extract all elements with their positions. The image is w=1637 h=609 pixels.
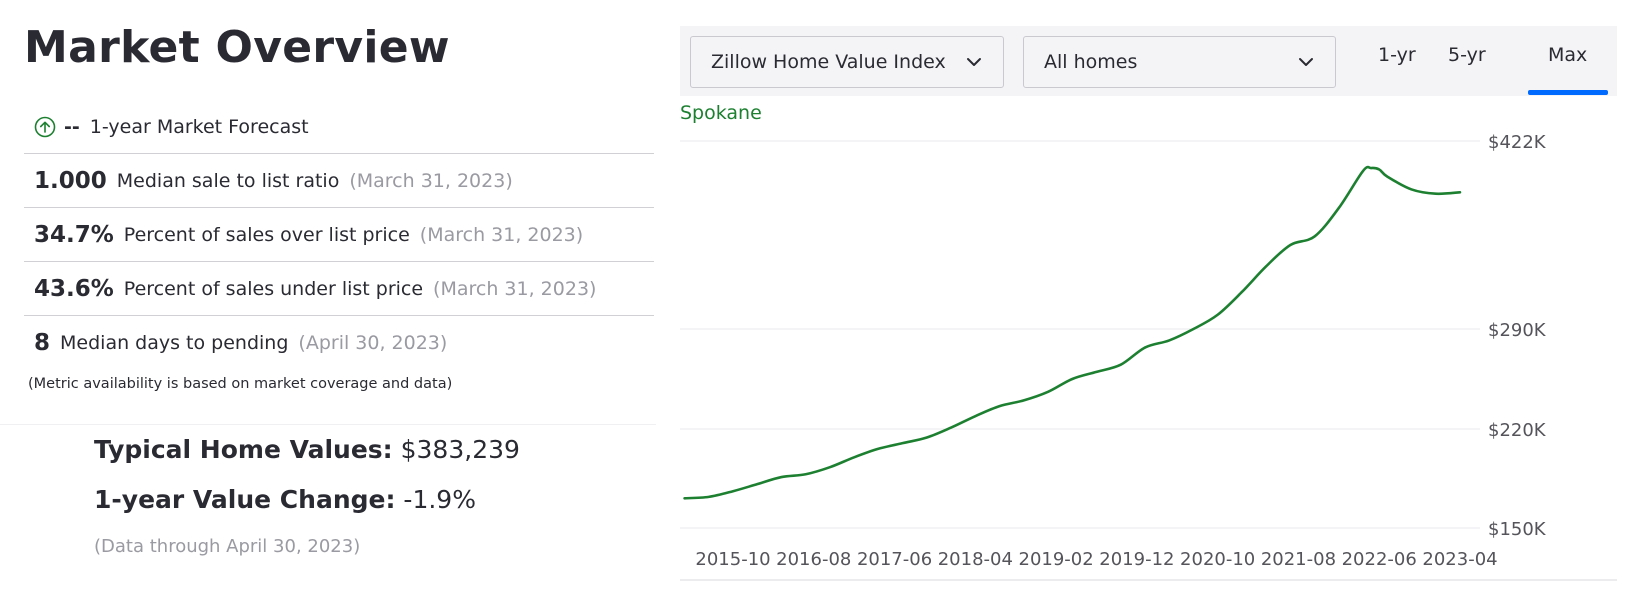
metric-date: (March 31, 2023)	[433, 277, 597, 300]
y-tick-label: $422K	[1488, 132, 1547, 153]
x-tick-label: 2023-04	[1422, 549, 1497, 570]
metric-availability-note: (Metric availability is based on market …	[28, 376, 453, 392]
chart-panel: Zillow Home Value Index All homes 1-yr 5…	[680, 26, 1637, 609]
legend-label: Spokane	[680, 102, 762, 124]
chevron-down-icon	[1297, 53, 1315, 76]
data-through-note: (Data through April 30, 2023)	[94, 536, 361, 557]
value-change-label: 1-year Value Change:	[94, 485, 396, 514]
range-tab-5yr[interactable]: 5-yr	[1448, 44, 1486, 66]
value-change-amount: -1.9%	[403, 485, 476, 514]
metric-row: 34.7% Percent of sales over list price (…	[24, 208, 654, 262]
arrow-up-circle-icon	[34, 116, 56, 138]
metric-date: (April 30, 2023)	[298, 331, 448, 354]
x-tick-label: 2021-08	[1261, 549, 1336, 570]
range-tab-max[interactable]: Max	[1548, 44, 1588, 66]
chevron-down-icon	[965, 53, 983, 76]
home-type-select[interactable]: All homes	[1023, 36, 1336, 88]
x-tick-label: 2015-10	[695, 549, 770, 570]
home-type-select-value: All homes	[1044, 51, 1138, 73]
metric-date: (March 31, 2023)	[419, 223, 584, 246]
metric-date: (March 31, 2023)	[349, 169, 513, 192]
typical-home-value: Typical Home Values: $383,239	[94, 432, 520, 482]
section-divider	[0, 424, 656, 425]
metric-label: Percent of sales under list price	[123, 277, 424, 300]
y-tick-label: $290K	[1488, 320, 1547, 341]
series-line-spokane	[683, 165, 1462, 500]
index-select-value: Zillow Home Value Index	[711, 51, 946, 73]
y-tick-label: $150K	[1488, 519, 1547, 540]
metric-row: 43.6% Percent of sales under list price …	[24, 262, 654, 316]
active-range-indicator	[1528, 90, 1608, 95]
chart-toolbar: Zillow Home Value Index All homes 1-yr 5…	[680, 26, 1617, 96]
metrics-list: -- 1-year Market Forecast 1.000 Median s…	[24, 100, 654, 369]
x-tick-label: 2016-08	[776, 549, 851, 570]
page-title: Market Overview	[24, 22, 450, 73]
metric-label: Median days to pending	[60, 331, 289, 354]
value-change: 1-year Value Change: -1.9%	[94, 482, 520, 532]
metric-row: 1.000 Median sale to list ratio (March 3…	[24, 154, 654, 208]
metric-label: Percent of sales over list price	[123, 223, 410, 246]
forecast-label: 1-year Market Forecast	[89, 115, 309, 138]
index-select[interactable]: Zillow Home Value Index	[690, 36, 1004, 88]
forecast-value: --	[64, 115, 80, 138]
forecast-row: -- 1-year Market Forecast	[24, 100, 654, 154]
metric-value: 34.7%	[34, 221, 114, 248]
y-tick-label: $220K	[1488, 420, 1547, 441]
typical-home-value-label: Typical Home Values:	[94, 435, 393, 464]
metric-value: 43.6%	[34, 275, 114, 302]
x-tick-label: 2018-04	[938, 549, 1013, 570]
metric-value: 8	[34, 329, 51, 356]
x-tick-label: 2019-12	[1099, 549, 1174, 570]
home-value-chart: $422K $290K $220K $150K 2015-10 2016-08 2017-0…	[680, 102, 1617, 581]
metric-label: Median sale to list ratio	[116, 169, 340, 192]
home-value-summary: Typical Home Values: $383,239 1-year Val…	[94, 432, 520, 557]
range-tab-1yr[interactable]: 1-yr	[1378, 44, 1416, 66]
x-tick-label: 2017-06	[857, 549, 932, 570]
metric-row: 8 Median days to pending (April 30, 2023…	[24, 316, 654, 369]
x-tick-label: 2019-02	[1019, 549, 1094, 570]
metric-value: 1.000	[34, 167, 107, 194]
typical-home-value-amount: $383,239	[400, 435, 520, 464]
x-tick-label: 2020-10	[1180, 549, 1255, 570]
x-tick-label: 2022-06	[1342, 549, 1417, 570]
